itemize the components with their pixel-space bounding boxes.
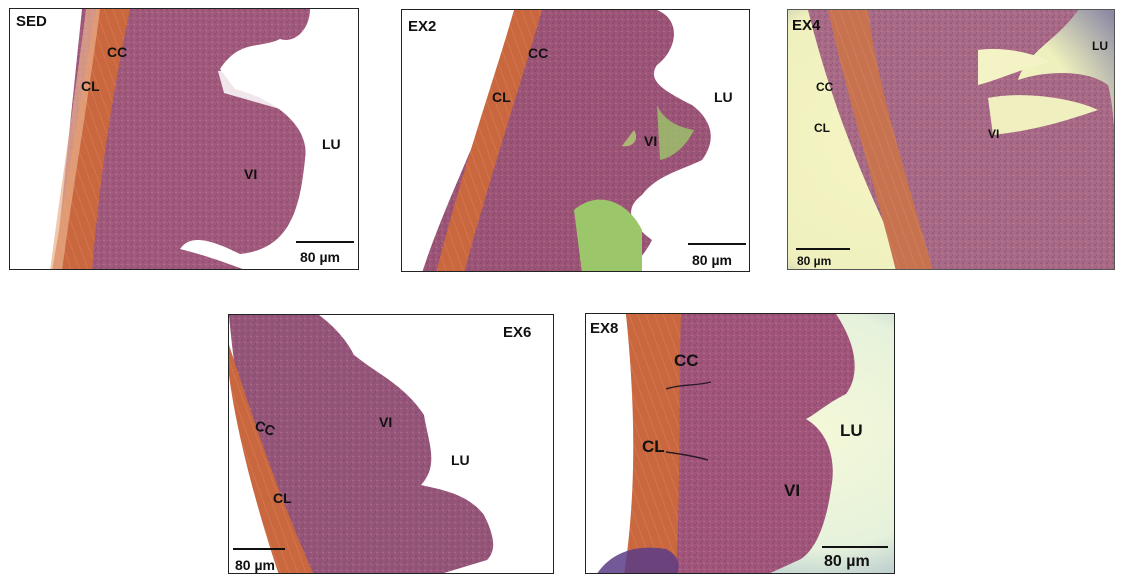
label-cc: CC	[107, 44, 128, 60]
micrograph-panel-ex2: EX2 CC CL VI LU 80 µm	[401, 9, 750, 272]
label-cl: CL	[642, 437, 665, 456]
label-lu: LU	[840, 421, 863, 440]
label-vi: VI	[784, 481, 801, 500]
panel-title: SED	[16, 13, 47, 30]
label-cl: CL	[273, 490, 292, 506]
label-cl: CL	[492, 89, 511, 105]
label-cl: CL	[814, 121, 830, 135]
panel-title: EX6	[503, 324, 532, 341]
scale-label: 80 µm	[797, 254, 832, 268]
label-cc: CC	[528, 45, 549, 61]
tissue-image-ex8	[586, 314, 894, 573]
scale-bar	[233, 548, 285, 550]
label-vi: VI	[379, 414, 393, 430]
scale-bar	[822, 546, 888, 548]
label-lu: LU	[1092, 39, 1108, 53]
micrograph-panel-ex8: EX8 CC CL VI LU 80 µm	[585, 313, 895, 574]
scale-bar	[796, 248, 850, 250]
tissue-image-ex4	[788, 10, 1114, 269]
label-lu: LU	[714, 89, 733, 105]
label-vi: VI	[988, 127, 1000, 141]
label-cl: CL	[81, 78, 100, 94]
label-vi: VI	[644, 133, 658, 149]
label-cc: CC	[816, 80, 834, 94]
label-cc: CC	[674, 351, 699, 370]
scale-label: 80 µm	[300, 249, 340, 265]
micrograph-panel-ex6: EX6 CC CL VI LU 80 µm	[228, 314, 554, 574]
scale-label: 80 µm	[824, 553, 870, 570]
panel-title: EX4	[792, 17, 821, 34]
label-lu: LU	[322, 136, 341, 152]
tissue-image-sed	[10, 9, 358, 269]
panel-title: EX8	[590, 320, 619, 337]
scale-label: 80 µm	[692, 252, 732, 268]
label-lu: LU	[451, 452, 470, 468]
panel-title: EX2	[408, 18, 437, 35]
scale-bar	[688, 243, 746, 245]
tissue-image-ex2	[402, 10, 749, 271]
label-vi: VI	[244, 166, 258, 182]
scale-label: 80 µm	[235, 557, 275, 573]
tissue-image-ex6	[229, 315, 553, 573]
scale-bar	[296, 241, 354, 243]
micrograph-panel-ex4: EX4 CC CL VI LU 80 µm	[787, 9, 1115, 270]
micrograph-panel-sed: SED CC CL VI LU 80 µm	[9, 8, 359, 270]
